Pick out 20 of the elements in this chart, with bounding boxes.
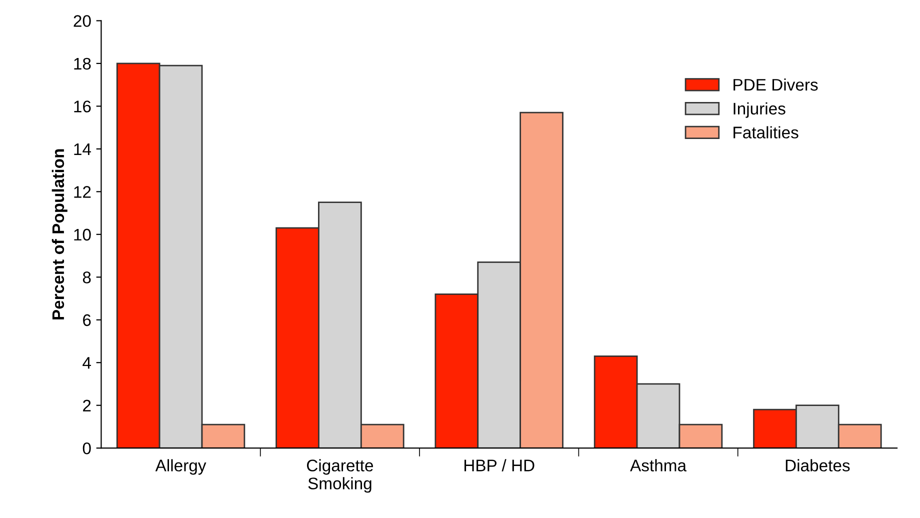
y-tick-label: 18 xyxy=(74,58,91,70)
y-tick-label: 12 xyxy=(74,186,91,198)
y-tick-label: 10 xyxy=(74,228,91,241)
y-tick-label: 6 xyxy=(83,314,91,326)
x-tick-label: HBP / HD xyxy=(464,459,534,472)
legend-label: Injuries xyxy=(734,102,786,118)
y-tick-label: 20 xyxy=(74,15,91,27)
x-tick-label: Allergy xyxy=(155,459,206,475)
x-tick-label: Asthma xyxy=(630,459,687,472)
y-tick-label: 4 xyxy=(82,357,91,369)
x-tick-label: Cigarette Smoking xyxy=(306,459,374,493)
y-tick-label: 14 xyxy=(74,144,91,155)
y-tick-label: 2 xyxy=(83,400,91,412)
y-axis-title: Percent of Population xyxy=(52,149,68,320)
x-tick-label: Diabetes xyxy=(786,459,850,472)
y-tick-label: 8 xyxy=(82,272,91,284)
y-tick-label: 0 xyxy=(82,442,91,454)
legend-label: PDE Divers xyxy=(734,78,818,91)
y-tick-label: 16 xyxy=(74,100,91,112)
legend-label: Fatalities xyxy=(734,126,798,138)
